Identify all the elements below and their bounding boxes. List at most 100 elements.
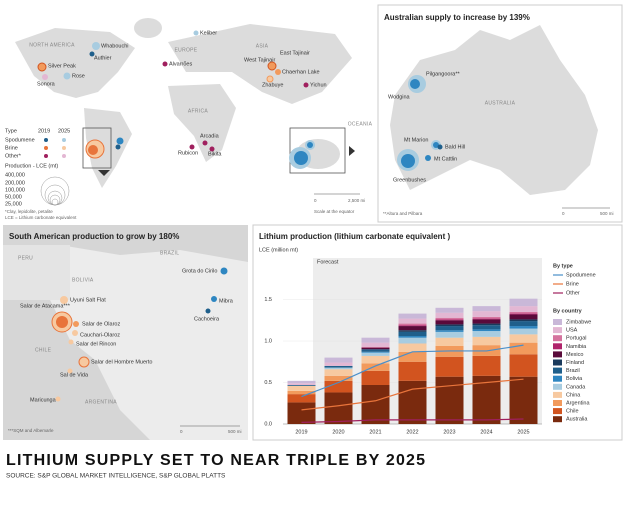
bar-segment [287,394,316,403]
bar-segment [509,328,538,335]
site-bubble [56,316,68,328]
x-tick-label: 2023 [443,429,455,435]
site-label: Mibra [219,298,234,304]
x-tick-label: 2022 [406,429,418,435]
bar-segment [435,337,464,346]
bar-segment [324,375,353,381]
note: **Altura and Pilbara [383,211,423,216]
site-label: Cauchari-Olaroz [80,332,120,338]
site-bubble [267,61,277,71]
land [134,18,162,38]
bar-segment [287,384,316,386]
legend-label: Brine [5,145,18,151]
bar-segment [509,319,538,322]
x-tick-label: 2020 [332,429,344,435]
panel-title: Australian supply to increase by 139% [384,13,530,22]
chart-title: Lithium production (lithium carbonate eq… [259,232,450,241]
bar-segment [361,370,390,385]
bar-segment [361,363,390,371]
bar-segment [435,330,464,332]
x-tick-label: 2025 [517,429,529,435]
bar-segment [509,298,538,307]
land [15,28,135,98]
panel-title: South American production to grow by 180… [9,232,179,241]
legend-swatch [44,154,48,158]
site-label: Zhabuye [262,82,283,88]
bar-segment [435,317,464,320]
region-label: EUROPE [175,47,198,53]
legend-title: By type [553,263,573,269]
legend-swatch [62,146,66,150]
site-bubble [266,75,274,83]
site-label: Maricunga [30,397,57,403]
y-axis-label: LCE (million mt) [259,247,298,253]
legend-year: 2025 [58,128,70,134]
note: ***SQM and Albemarle [8,428,54,433]
site-bubble [92,42,100,50]
site-bubble [401,154,415,168]
legend-size: 400,000 [5,172,25,178]
legend-swatch [553,367,562,374]
bar-segment [287,383,316,385]
site-bubble [68,339,74,345]
bar-segment [324,392,353,424]
site-bubble [303,82,309,88]
bar-segment [398,380,427,424]
site-bubble [37,62,47,72]
site-label: Chaerhan Lake [282,69,320,75]
site-bubble [115,144,121,150]
legend-swatch [553,359,562,366]
region-label: NORTH AMERICA [29,42,75,48]
country-label: CHILE [35,347,52,353]
line [301,344,524,398]
site-label: Salar del Rincon [76,341,116,347]
site-label: Rubicon [178,150,198,156]
bar-segment [361,352,390,356]
world-map: NORTH AMERICA EUROPE ASIA AFRICA OCEANIA… [5,18,372,220]
site-bubble [410,79,420,89]
legend-swatch [553,335,562,342]
legend-swatch [553,327,562,334]
bar-segment [361,355,390,364]
site-bubble [211,296,217,302]
site-bubble [205,308,211,314]
bar-segment [287,402,316,424]
scale-label: 2,500 mi [348,198,365,203]
site-bubble [116,137,124,145]
scale-label: 0 [314,198,317,203]
legend-label: Portugal [566,336,587,342]
legend-swatch [553,375,562,382]
australia-panel: Australian supply to increase by 139% AU… [377,4,623,223]
site-label: East Tajinair [280,50,310,56]
note: *Clay, lepidolite, petalite [5,209,53,214]
legend-swatch [553,343,562,350]
legend-swatch [553,351,562,358]
bar-segment [435,326,464,331]
bar-segment [509,313,538,315]
legend-swatch [553,383,562,390]
legend-title: Production - LCE (mt) [5,163,58,169]
legend-swatch [553,391,562,398]
land [390,25,598,195]
legend-label: USA [566,328,578,334]
site-label: Alvarrões [169,61,192,67]
bar-segment [472,331,501,337]
site-label: Mt Marion [404,137,428,143]
highlight-box [82,127,112,169]
bar-segment [324,380,353,393]
region-label: AFRICA [188,108,208,114]
y-tick-label: 1.0 [264,338,272,344]
site-bubble [55,396,61,402]
bar-segment [324,367,353,370]
site-bubble [78,356,90,368]
site-bubble [67,368,73,374]
bar-segment [398,361,427,381]
bar-segment [287,385,316,391]
legend-label: Other* [5,153,22,159]
bar-segment [398,313,427,319]
country-label: ARGENTINA [85,399,117,405]
arrow [349,146,355,156]
bar-segment [361,384,390,424]
bar-segment [509,376,538,424]
